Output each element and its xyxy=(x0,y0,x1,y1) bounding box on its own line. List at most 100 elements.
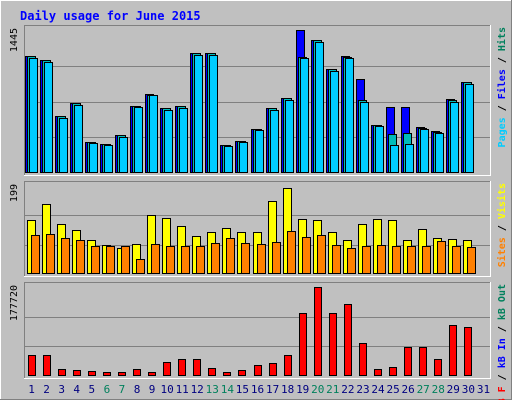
bar-sites-outline xyxy=(392,246,401,274)
bar-sites xyxy=(422,246,431,274)
bar-kb-f xyxy=(284,355,292,376)
bar-sites-outline xyxy=(76,240,85,274)
bar-kb-f xyxy=(238,370,246,376)
x-tick-label: 31 xyxy=(477,383,490,396)
bar-sites-outline xyxy=(377,245,386,274)
bar-kb-f xyxy=(464,327,472,376)
panel-pages-files-hits: 1445 Pages / Files / Hits xyxy=(9,25,508,176)
bar-kb-f xyxy=(73,370,81,376)
bar-kb-f xyxy=(58,369,66,376)
bar-kb-f-fill xyxy=(404,347,412,376)
bar-pages xyxy=(270,110,279,173)
bar-sites-fill xyxy=(46,234,55,274)
bar-sites-outline xyxy=(407,246,416,274)
bar-pages-outline xyxy=(149,95,158,173)
bar-kb-f-outline xyxy=(329,313,337,376)
bar-pages xyxy=(239,142,248,173)
bar-pages-outline xyxy=(74,105,83,173)
bar-pages-outline xyxy=(330,71,339,173)
bar-kb-f-outline xyxy=(404,347,412,376)
bar-kb-f xyxy=(314,287,322,376)
bar-sites-fill xyxy=(91,246,100,274)
bar-sites-outline xyxy=(257,244,266,274)
bar-kb-f-fill xyxy=(419,347,427,376)
bar-pages xyxy=(285,100,294,173)
legend-entry: kB In xyxy=(497,338,508,368)
bar-pages-fill xyxy=(420,129,429,173)
bar-kb-f xyxy=(118,372,126,376)
bar-pages xyxy=(345,58,354,173)
bar-sites-fill xyxy=(287,231,296,274)
bar-kb-f-fill xyxy=(359,343,367,376)
legend-entry: / xyxy=(497,368,508,386)
bar-pages-fill xyxy=(270,110,279,173)
bar-pages-fill xyxy=(224,146,233,173)
bar-pages-fill xyxy=(149,95,158,173)
bar-pages-fill xyxy=(104,145,113,173)
bar-kb-f xyxy=(404,347,412,376)
bar-sites-outline xyxy=(467,247,476,274)
bar-sites-outline xyxy=(422,246,431,274)
bar-kb-f xyxy=(223,372,231,376)
bar-pages-outline xyxy=(104,145,113,173)
x-tick-label: 4 xyxy=(73,383,80,396)
x-tick-label: 16 xyxy=(251,383,264,396)
bar-sites-fill xyxy=(257,244,266,274)
x-tick-label: 10 xyxy=(160,383,173,396)
bar-pages-outline xyxy=(29,58,38,173)
panel-kbytes: 177720 kB F / kB In / kB Out xyxy=(9,282,508,400)
bar-sites xyxy=(91,246,100,274)
bar-kb-f xyxy=(88,371,96,376)
bar-pages xyxy=(209,55,218,173)
panel-kbytes-ymax-label: 177720 xyxy=(9,285,20,321)
bar-sites xyxy=(467,247,476,274)
bar-kb-f-fill xyxy=(238,370,246,376)
bar-sites-fill xyxy=(211,243,220,274)
bar-kb-f-outline xyxy=(238,370,246,376)
x-tick-label: 11 xyxy=(176,383,189,396)
bar-kb-f xyxy=(133,369,141,376)
bar-kb-f-outline xyxy=(103,372,111,376)
legend-entry: / xyxy=(497,51,508,69)
bar-sites-fill xyxy=(136,259,145,274)
bar-sites-fill xyxy=(392,246,401,274)
bar-sites-outline xyxy=(136,259,145,274)
bar-kb-f-outline xyxy=(58,369,66,376)
legend-entry: / xyxy=(497,320,508,338)
bar-sites xyxy=(76,240,85,274)
bar-pages-outline xyxy=(285,100,294,173)
bar-kb-f-outline xyxy=(118,372,126,376)
bar-kb-f-fill xyxy=(449,325,457,376)
bar-sites-outline xyxy=(452,246,461,274)
bar-kb-f xyxy=(434,359,442,376)
bar-pages xyxy=(59,118,68,173)
bar-pages-fill xyxy=(239,142,248,173)
legend-entry: / xyxy=(497,219,508,237)
bar-kb-f-fill xyxy=(434,359,442,376)
bar-sites xyxy=(166,246,175,274)
bar-kb-f-fill xyxy=(103,372,111,376)
bar-sites-fill xyxy=(347,248,356,274)
bar-sites-fill xyxy=(437,241,446,274)
bar-kb-f-outline xyxy=(133,369,141,376)
x-tick-label: 22 xyxy=(341,383,354,396)
x-tick-label: 3 xyxy=(58,383,65,396)
bar-kb-f-fill xyxy=(148,372,156,376)
bar-kb-f-outline xyxy=(223,372,231,376)
bar-pages xyxy=(450,102,459,173)
bar-kb-f xyxy=(148,372,156,376)
bar-kb-f-fill xyxy=(193,359,201,376)
bar-sites xyxy=(121,246,130,274)
bar-pages xyxy=(224,146,233,173)
bar-sites xyxy=(287,231,296,274)
bar-kb-f-outline xyxy=(374,369,382,376)
bar-sites xyxy=(347,248,356,274)
x-tick-label: 21 xyxy=(326,383,339,396)
bar-sites xyxy=(317,235,326,274)
bar-sites-outline xyxy=(317,235,326,274)
x-tick-label: 26 xyxy=(401,383,414,396)
bar-sites xyxy=(392,246,401,274)
panel-kbytes-area xyxy=(24,282,491,379)
bar-sites-outline xyxy=(31,235,40,274)
x-tick-label: 28 xyxy=(432,383,445,396)
